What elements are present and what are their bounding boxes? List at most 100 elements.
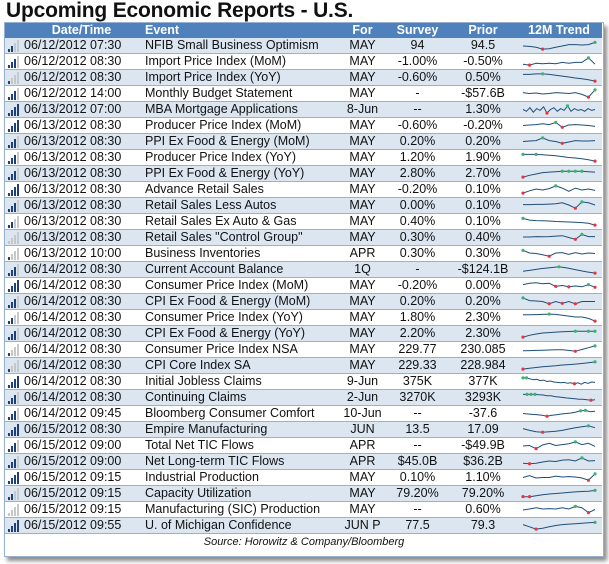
sparkline-line [522, 217, 596, 226]
period-cell: MAY [340, 149, 385, 166]
table-row[interactable]: 06/14/2012 08:30 Consumer Price Index (Mo… [5, 277, 602, 294]
table-row[interactable]: 06/15/2012 09:15 Industrial Production MAY… [5, 469, 602, 486]
datetime-cell: 06/12/2012 08:30 [21, 53, 142, 70]
sparkline-low-marker [541, 430, 545, 434]
survey-cell: 1.20% [385, 149, 450, 166]
table-row[interactable]: 06/15/2012 09:00 Total Net TIC Flows APR --… [5, 437, 602, 454]
event-cell: Retail Sales "Control Group" [142, 229, 340, 246]
signal-bars-icon [5, 359, 21, 372]
table-row[interactable]: 06/14/2012 08:30 Consumer Price Index (Yo… [5, 309, 602, 326]
event-cell: PPI Ex Food & Energy (YoY) [142, 165, 340, 182]
sparkline-low-marker [534, 527, 538, 531]
trend-cell [516, 69, 602, 86]
table-row[interactable]: 06/14/2012 08:30 CPI Ex Food & Energy (Yo… [5, 325, 602, 342]
prior-cell: 0.50% [450, 69, 516, 86]
sparkline-high-marker [593, 360, 597, 364]
prior-cell: 0.10% [450, 213, 516, 230]
table-row[interactable]: 06/14/2012 08:30 CPI Ex Food & Energy (Mo… [5, 293, 602, 310]
sparkline-high-marker [521, 216, 525, 220]
table-row[interactable]: 06/12/2012 14:00 Monthly Budget Statement… [5, 85, 602, 102]
importance-bar [14, 442, 16, 452]
table-row[interactable]: 06/13/2012 08:30 Retail Sales "Control Gr… [5, 229, 602, 246]
sparkline-line [522, 330, 595, 338]
importance-cell [5, 69, 21, 86]
table-row[interactable]: 06/12/2012 07:30 NFIB Small Business Opti… [5, 38, 602, 54]
table-row[interactable]: 06/13/2012 08:30 PPI Ex Food & Energy (Mo… [5, 133, 602, 150]
table-row[interactable]: 06/12/2012 08:30 Import Price Index (MoM)… [5, 53, 602, 70]
importance-bar [14, 218, 16, 228]
importance-bar [17, 215, 19, 228]
table-row[interactable]: 06/13/2012 10:00 Business Inventories APR 0… [5, 245, 602, 262]
sparkline-chart [523, 392, 596, 402]
signal-bars-icon [5, 519, 21, 532]
sparkline-high-marker [541, 72, 545, 76]
table-row[interactable]: 06/13/2012 08:30 Producer Price Index (Mo… [5, 117, 602, 134]
importance-bar [11, 461, 13, 468]
prior-cell: -$124.1B [450, 261, 516, 278]
importance-bar [17, 199, 19, 212]
table-row[interactable]: 06/12/2012 08:30 Import Price Index (YoY)… [5, 69, 602, 86]
table-row[interactable]: 06/13/2012 08:30 Producer Price Index (Yo… [5, 149, 602, 166]
table-row[interactable]: 06/14/2012 09:45 Bloomberg Consumer Comfo… [5, 405, 602, 422]
datetime-cell: 06/13/2012 08:30 [21, 133, 142, 150]
signal-bars-icon [5, 151, 21, 164]
importance-bar [8, 272, 10, 276]
sparkline-line [522, 185, 596, 194]
period-cell: MAY [340, 485, 385, 502]
importance-bar [11, 397, 13, 404]
prior-cell: 0.10% [450, 181, 516, 198]
survey-cell: -0.60% [385, 117, 450, 134]
importance-cell [5, 213, 21, 230]
sparkline-low-marker [589, 398, 593, 402]
table-row[interactable]: 06/14/2012 08:30 Consumer Price Index NSA… [5, 341, 602, 358]
sparkline-high-marker [521, 376, 525, 380]
sparkline-low-marker [534, 447, 538, 451]
importance-cell [5, 421, 21, 438]
datetime-cell: 06/13/2012 08:30 [21, 149, 142, 166]
importance-bar [17, 455, 19, 468]
event-cell: Continuing Claims [142, 389, 340, 406]
table-row[interactable]: 06/15/2012 08:30 Empire Manufacturing JUN 1… [5, 421, 602, 438]
datetime-cell: 06/13/2012 07:00 [21, 101, 142, 118]
survey-cell: 1.80% [385, 309, 450, 326]
table-row[interactable]: 06/13/2012 08:30 PPI Ex Food & Energy (Yo… [5, 165, 602, 182]
importance-bar [14, 378, 16, 388]
period-cell: APR [340, 437, 385, 454]
table-row[interactable]: 06/15/2012 09:55 U. of Michigan Confidenc… [5, 517, 602, 534]
table-row[interactable]: 06/14/2012 08:30 Initial Jobless Claims 9-… [5, 373, 602, 390]
table-row[interactable]: 06/13/2012 07:00 MBA Mortgage Application… [5, 101, 602, 118]
survey-cell: $45.0B [385, 453, 450, 470]
table-row[interactable]: 06/15/2012 09:00 Net Long-term TIC Flows A… [5, 453, 602, 470]
period-cell: MAY [340, 357, 385, 374]
datetime-cell: 06/15/2012 09:15 [21, 469, 142, 486]
sparkline-high-marker [524, 376, 529, 380]
table-row[interactable]: 06/15/2012 09:15 Capacity Utilization MAY 7… [5, 485, 602, 502]
table-row[interactable]: 06/13/2012 08:30 Advance Retail Sales MAY -… [5, 181, 602, 198]
sparkline-high-marker [554, 120, 558, 124]
survey-cell: 375K [385, 373, 450, 390]
importance-bar [8, 256, 10, 260]
importance-cell [5, 501, 21, 518]
period-cell: JUN P [340, 517, 385, 534]
sparkline-high-marker [586, 283, 591, 287]
table-row[interactable]: 06/14/2012 08:30 Current Account Balance 1… [5, 261, 602, 278]
sparkline-chart [523, 200, 596, 210]
table-row[interactable]: 06/13/2012 08:30 Retail Sales Ex Auto & G… [5, 213, 602, 230]
importance-cell [5, 389, 21, 406]
signal-bars-icon [5, 279, 21, 292]
table-row[interactable]: 06/15/2012 09:15 Manufacturing (SIC) Prod… [5, 501, 602, 518]
sparkline-low-marker [521, 191, 525, 195]
table-row[interactable]: 06/13/2012 08:30 Retail Sales Less Autos M… [5, 197, 602, 214]
period-cell: 1Q [340, 261, 385, 278]
datetime-cell: 06/15/2012 09:15 [21, 501, 142, 518]
prior-cell: 228.984 [450, 357, 516, 374]
signal-bars-icon [5, 103, 21, 116]
importance-bar [17, 135, 19, 148]
importance-bar [8, 176, 10, 180]
importance-bar [8, 224, 10, 228]
event-cell: Current Account Balance [142, 261, 340, 278]
table-row[interactable]: 06/14/2012 08:30 CPI Core Index SA MAY 229.… [5, 357, 602, 374]
importance-bar [17, 327, 19, 340]
table-row[interactable]: 06/14/2012 08:30 Continuing Claims 2-Jun 32… [5, 389, 602, 406]
importance-bar [11, 509, 13, 516]
